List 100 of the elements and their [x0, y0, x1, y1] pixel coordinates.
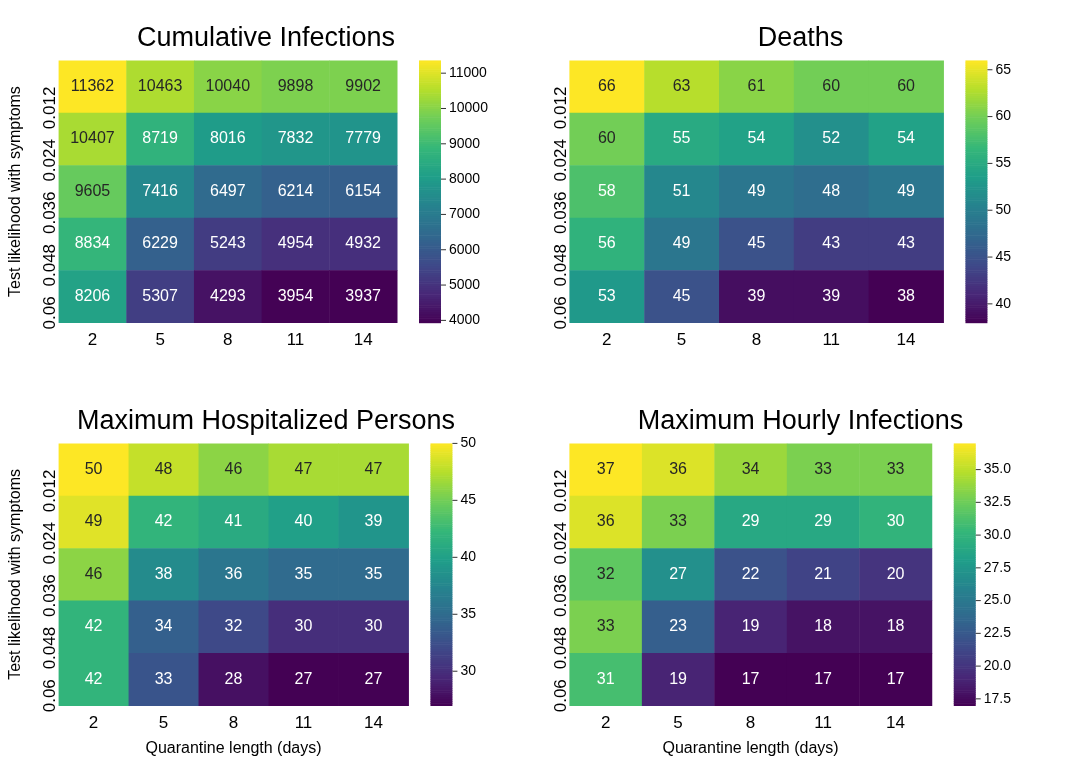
data-label: 17 — [814, 669, 833, 687]
data-label: 66 — [597, 77, 616, 95]
x-tick-label: 5 — [673, 713, 683, 733]
data-label: 53 — [597, 286, 616, 304]
data-label: 49 — [672, 234, 691, 252]
data-label: 61 — [747, 77, 766, 95]
data-label: 8719 — [142, 129, 179, 147]
x-tick-label: 2 — [88, 713, 99, 733]
y-tick-label: 0.06 — [40, 679, 60, 713]
data-label: 27 — [294, 669, 313, 687]
x-tick-label: 8 — [223, 330, 233, 350]
data-label: 6154 — [345, 181, 382, 199]
x-tick-label: 5 — [155, 330, 165, 350]
data-label: 33 — [154, 669, 173, 687]
color-bar-label: 8000 — [449, 169, 481, 186]
chart-title: Maximum Hospitalized Persons — [76, 404, 456, 435]
data-label: 35 — [294, 564, 313, 582]
y-tick-label: 0.036 — [40, 191, 60, 235]
x-tick-label: 14 — [886, 713, 905, 733]
data-label: 32 — [224, 617, 243, 635]
color-bar-label: 50 — [460, 434, 477, 451]
data-label: 34 — [741, 460, 760, 478]
x-tick-label: 14 — [363, 713, 383, 733]
data-label: 30 — [294, 617, 313, 635]
color-bar-label: 25.0 — [983, 591, 1012, 608]
data-label: 49 — [84, 512, 103, 530]
data-label: 58 — [597, 181, 616, 199]
data-label: 56 — [597, 234, 616, 252]
y-tick-label: 0.024 — [551, 522, 571, 565]
y-tick-label: 0.048 — [40, 626, 60, 670]
data-label: 27 — [364, 669, 383, 687]
color-bar-label: 17.5 — [983, 689, 1012, 706]
data-label: 17 — [886, 669, 905, 687]
color-bar-label: 30 — [460, 662, 477, 679]
data-label: 32 — [596, 564, 615, 582]
color-bar-label: 55 — [995, 154, 1012, 171]
x-tick-label: 11 — [286, 330, 305, 350]
y-tick-label: 0.024 — [40, 139, 60, 182]
color-bar-label: 45 — [995, 247, 1012, 264]
y-tick-label: 0.036 — [551, 574, 571, 617]
data-label: 39 — [822, 286, 841, 304]
x-tick-label: 8 — [745, 713, 756, 733]
color-bar-label: 22.5 — [983, 624, 1012, 641]
color-bar-label: 35 — [460, 605, 477, 622]
data-label: 30 — [364, 617, 383, 635]
data-label: 4293 — [210, 286, 246, 304]
data-label: 37 — [596, 460, 615, 478]
data-label: 33 — [886, 460, 905, 478]
data-label: 31 — [596, 669, 615, 687]
color-bar-label: 27.5 — [983, 558, 1012, 575]
data-label: 8016 — [210, 129, 246, 147]
data-label: 48 — [154, 460, 173, 478]
color-bar-label: 10000 — [449, 99, 489, 116]
data-label: 36 — [669, 460, 688, 478]
data-label: 23 — [669, 617, 688, 635]
chart-title: Deaths — [757, 21, 844, 52]
data-label: 46 — [224, 460, 243, 478]
color-bar-label: 11000 — [449, 64, 488, 81]
data-label: 42 — [84, 669, 103, 687]
x-tick-label: 2 — [600, 713, 611, 733]
data-label: 49 — [747, 181, 766, 199]
data-label: 28 — [224, 669, 243, 687]
color-bar-label: 45 — [460, 491, 477, 508]
data-label: 48 — [822, 181, 841, 199]
data-label: 49 — [897, 181, 916, 199]
x-tick-label: 8 — [751, 330, 762, 350]
color-bar-label: 32.5 — [983, 493, 1012, 510]
data-label: 39 — [364, 512, 383, 530]
data-label: 36 — [596, 512, 615, 530]
y-tick-label: 0.048 — [551, 626, 571, 670]
data-label: 30 — [886, 512, 905, 530]
y-axis-title: Test likelihood with symptoms — [6, 469, 24, 680]
data-label: 4954 — [277, 234, 314, 252]
y-tick-label: 0.06 — [551, 296, 571, 330]
data-label: 20 — [886, 564, 905, 582]
color-bar-label: 50 — [995, 201, 1012, 218]
data-label: 29 — [814, 512, 833, 530]
data-label: 5307 — [142, 286, 179, 304]
data-label: 5243 — [210, 234, 246, 252]
data-label: 9902 — [345, 77, 382, 95]
data-label: 45 — [747, 234, 766, 252]
data-label: 50 — [84, 460, 103, 478]
color-bar-label: 6000 — [449, 240, 481, 257]
data-label: 43 — [822, 234, 841, 252]
data-label: 11362 — [70, 77, 115, 95]
data-label: 33 — [814, 460, 833, 478]
data-label: 39 — [747, 286, 766, 304]
data-label: 7832 — [277, 129, 314, 147]
chart-title: Cumulative Infections — [136, 21, 396, 52]
data-label: 6229 — [142, 234, 179, 252]
data-label: 19 — [669, 669, 688, 687]
color-bar-label: 9000 — [449, 134, 481, 151]
data-label: 4932 — [345, 234, 382, 252]
data-label: 35 — [364, 564, 383, 582]
data-label: 52 — [822, 129, 841, 147]
x-tick-label: 5 — [676, 330, 687, 350]
data-label: 47 — [294, 460, 313, 478]
data-label: 54 — [747, 129, 766, 147]
chart-title: Maximum Hourly Infections — [637, 404, 964, 435]
data-label: 45 — [672, 286, 691, 304]
